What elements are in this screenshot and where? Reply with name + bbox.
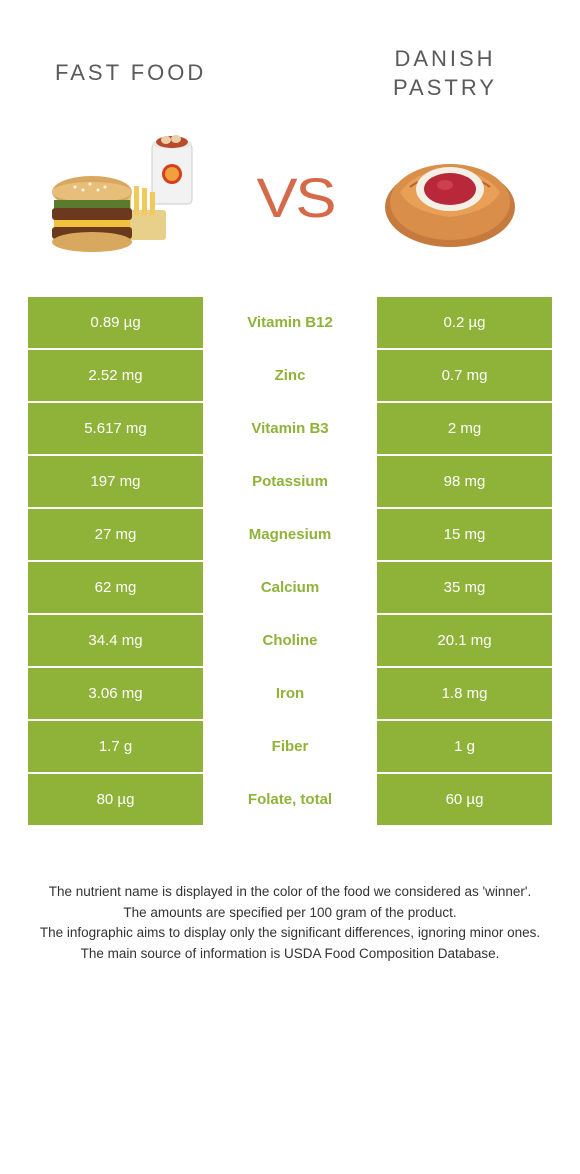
cell-nutrient-name: Calcium <box>203 562 377 613</box>
cell-right-value: 0.7 mg <box>377 350 552 401</box>
cell-nutrient-name: Vitamin B3 <box>203 403 377 454</box>
images-row: VS <box>0 112 580 297</box>
cell-left-value: 27 mg <box>28 509 203 560</box>
cell-left-value: 1.7 g <box>28 721 203 772</box>
title-left: FAST FOOD <box>55 59 206 88</box>
table-row: 62 mgCalcium35 mg <box>28 562 552 613</box>
cell-nutrient-name: Vitamin B12 <box>203 297 377 348</box>
cell-right-value: 1 g <box>377 721 552 772</box>
cell-left-value: 197 mg <box>28 456 203 507</box>
cell-nutrient-name: Folate, total <box>203 774 377 825</box>
fast-food-image <box>50 132 220 262</box>
cell-right-value: 0.2 µg <box>377 297 552 348</box>
vs-label: VS <box>256 165 334 230</box>
footnote-line: The main source of information is USDA F… <box>30 944 550 964</box>
cell-left-value: 80 µg <box>28 774 203 825</box>
table-row: 80 µgFolate, total60 µg <box>28 774 552 825</box>
cell-left-value: 2.52 mg <box>28 350 203 401</box>
footnotes: The nutrient name is displayed in the co… <box>0 827 580 963</box>
cell-nutrient-name: Iron <box>203 668 377 719</box>
table-row: 197 mgPotassium98 mg <box>28 456 552 507</box>
table-row: 27 mgMagnesium15 mg <box>28 509 552 560</box>
cell-right-value: 60 µg <box>377 774 552 825</box>
cell-nutrient-name: Zinc <box>203 350 377 401</box>
footnote-line: The amounts are specified per 100 gram o… <box>30 903 550 923</box>
cell-left-value: 62 mg <box>28 562 203 613</box>
cell-left-value: 34.4 mg <box>28 615 203 666</box>
footnote-line: The infographic aims to display only the… <box>30 923 550 943</box>
table-row: 0.89 µgVitamin B120.2 µg <box>28 297 552 348</box>
danish-pastry-image <box>370 137 530 257</box>
comparison-table: 0.89 µgVitamin B120.2 µg2.52 mgZinc0.7 m… <box>0 297 580 827</box>
cell-right-value: 15 mg <box>377 509 552 560</box>
table-row: 5.617 mgVitamin B32 mg <box>28 403 552 454</box>
cell-left-value: 5.617 mg <box>28 403 203 454</box>
cell-nutrient-name: Choline <box>203 615 377 666</box>
cell-right-value: 98 mg <box>377 456 552 507</box>
cell-nutrient-name: Fiber <box>203 721 377 772</box>
table-row: 3.06 mgIron1.8 mg <box>28 668 552 719</box>
cell-right-value: 2 mg <box>377 403 552 454</box>
cell-left-value: 3.06 mg <box>28 668 203 719</box>
cell-right-value: 35 mg <box>377 562 552 613</box>
footnote-line: The nutrient name is displayed in the co… <box>30 882 550 902</box>
cell-right-value: 1.8 mg <box>377 668 552 719</box>
cell-left-value: 0.89 µg <box>28 297 203 348</box>
title-right: DANISH PASTRY <box>365 45 525 102</box>
cell-nutrient-name: Potassium <box>203 456 377 507</box>
table-row: 34.4 mgCholine20.1 mg <box>28 615 552 666</box>
cell-nutrient-name: Magnesium <box>203 509 377 560</box>
table-row: 1.7 gFiber1 g <box>28 721 552 772</box>
cell-right-value: 20.1 mg <box>377 615 552 666</box>
table-row: 2.52 mgZinc0.7 mg <box>28 350 552 401</box>
